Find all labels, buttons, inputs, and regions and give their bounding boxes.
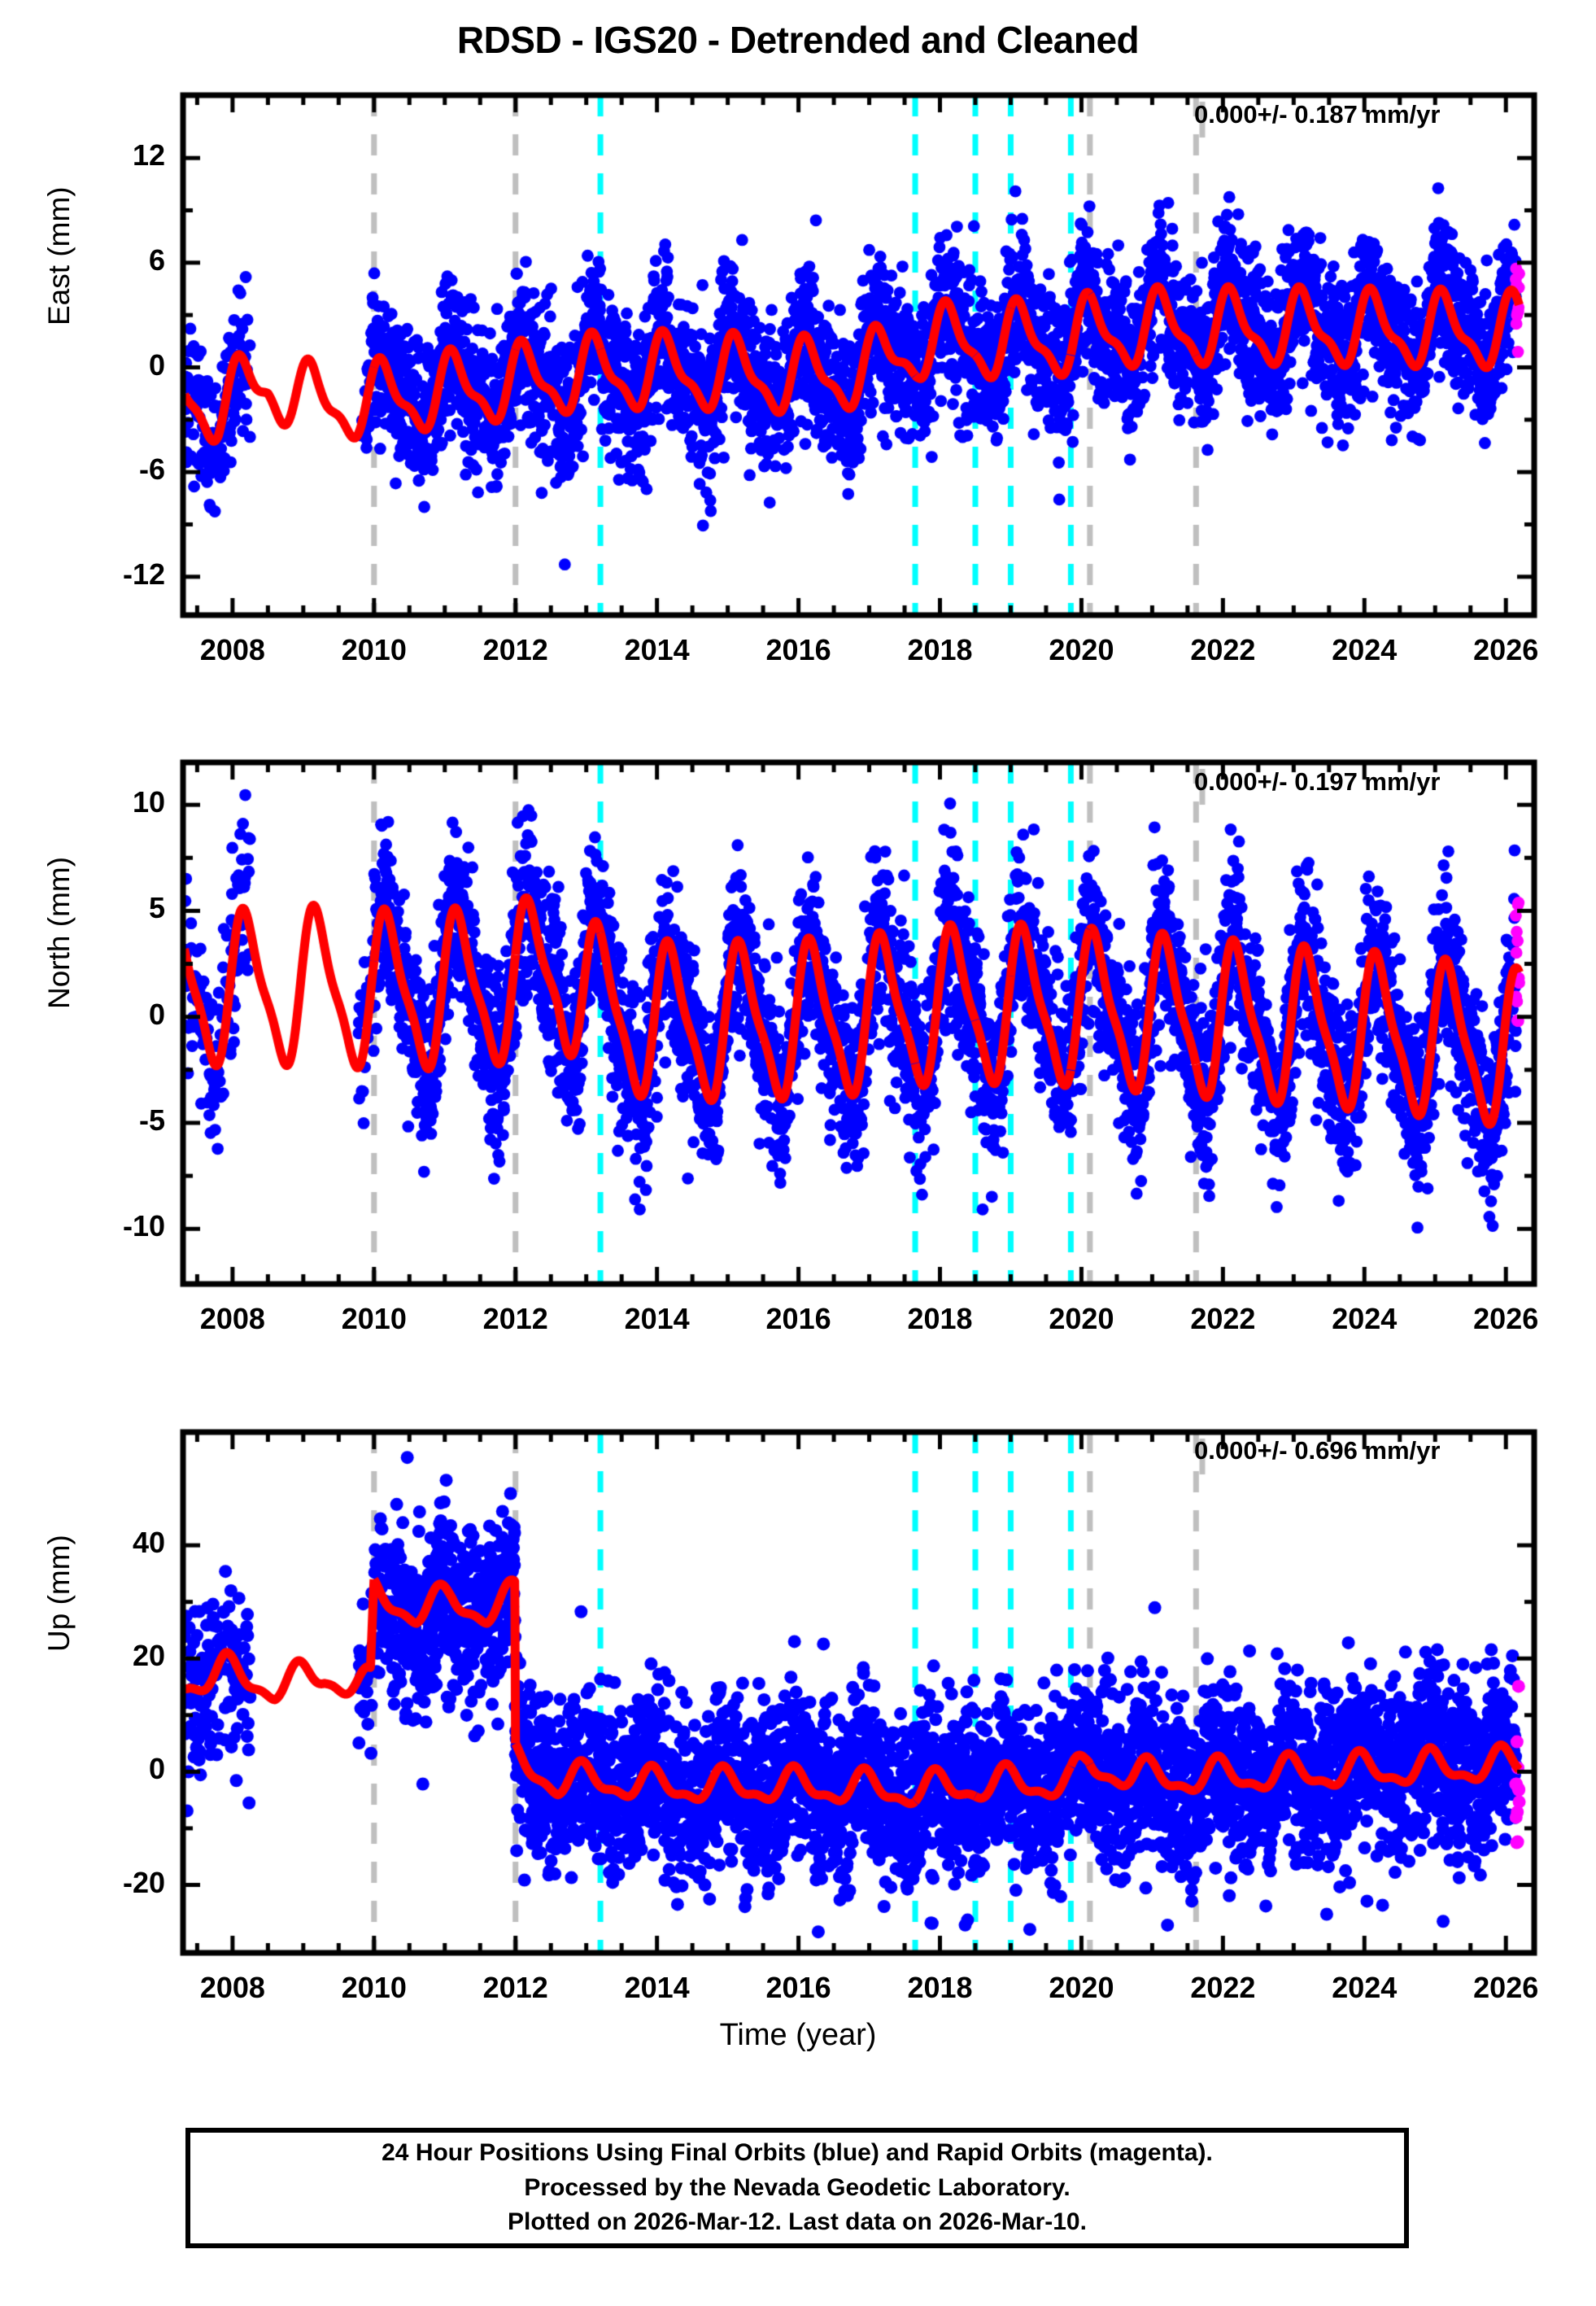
y-tick-label: 0 <box>148 997 165 1031</box>
x-tick-label: 2024 <box>1332 1302 1398 1335</box>
x-tick-label: 2016 <box>765 633 831 666</box>
x-tick-label: 2026 <box>1473 1302 1539 1335</box>
x-tick-label: 2010 <box>341 1302 407 1335</box>
y-tick-label: 5 <box>148 891 165 925</box>
y-tick-label: 0 <box>148 1752 165 1786</box>
time-axis-label: Time (year) <box>719 2018 877 2052</box>
caption-box: 24 Hour Positions Using Final Orbits (bl… <box>185 2128 1409 2248</box>
east-rate-annotation: 0.000+/- 0.187 mm/yr <box>1194 100 1441 129</box>
x-tick-label: 2022 <box>1190 1302 1256 1335</box>
x-tick-label: 2018 <box>907 1302 973 1335</box>
x-tick-label: 2020 <box>1049 1302 1114 1335</box>
y-tick-label: -6 <box>138 452 165 487</box>
y-tick-label: -12 <box>122 557 165 591</box>
y-tick-label: 0 <box>148 347 165 382</box>
y-tick-label: 12 <box>132 138 165 173</box>
x-tick-label: 2014 <box>624 1302 690 1335</box>
x-tick-label: 2008 <box>199 1971 265 2004</box>
x-tick-label: 2010 <box>341 1971 407 2004</box>
y-tick-label: 6 <box>148 242 165 277</box>
caption-line: Plotted on 2026-Mar-12. Last data on 202… <box>508 2208 1087 2236</box>
x-tick-label: 2010 <box>341 633 407 666</box>
x-tick-label: 2014 <box>624 633 690 666</box>
x-tick-label: 2016 <box>765 1971 831 2004</box>
y-tick-label: -20 <box>122 1865 165 1899</box>
y-tick-label: 20 <box>132 1639 165 1673</box>
caption-line: Processed by the Nevada Geodetic Laborat… <box>524 2173 1071 2201</box>
x-tick-label: 2008 <box>199 633 265 666</box>
y-tick-label: 10 <box>132 785 165 819</box>
x-tick-label: 2022 <box>1190 633 1256 666</box>
y-tick-label: -5 <box>138 1103 165 1137</box>
page-title: RDSD - IGS20 - Detrended and Cleaned <box>456 19 1140 61</box>
x-tick-label: 2008 <box>199 1302 265 1335</box>
x-tick-label: 2024 <box>1332 633 1398 666</box>
x-tick-label: 2026 <box>1473 633 1539 666</box>
x-tick-label: 2014 <box>624 1971 690 2004</box>
x-tick-label: 2018 <box>907 1971 973 2004</box>
y-tick-label: -10 <box>122 1209 165 1243</box>
caption-line: 24 Hour Positions Using Final Orbits (bl… <box>382 2139 1213 2167</box>
north-rate-annotation: 0.000+/- 0.197 mm/yr <box>1194 767 1441 796</box>
x-tick-label: 2012 <box>482 1971 548 2004</box>
x-tick-label: 2012 <box>482 1302 548 1335</box>
y-tick-label: 40 <box>132 1526 165 1560</box>
x-tick-label: 2020 <box>1049 1971 1114 2004</box>
x-tick-label: 2018 <box>907 633 973 666</box>
up-rate-annotation: 0.000+/- 0.696 mm/yr <box>1194 1436 1441 1465</box>
x-tick-label: 2020 <box>1049 633 1114 666</box>
x-tick-label: 2012 <box>482 633 548 666</box>
x-tick-label: 2016 <box>765 1302 831 1335</box>
x-tick-label: 2026 <box>1473 1971 1539 2004</box>
x-tick-label: 2022 <box>1190 1971 1256 2004</box>
x-tick-label: 2024 <box>1332 1971 1398 2004</box>
north-axis-label: North (mm) <box>42 856 76 1009</box>
